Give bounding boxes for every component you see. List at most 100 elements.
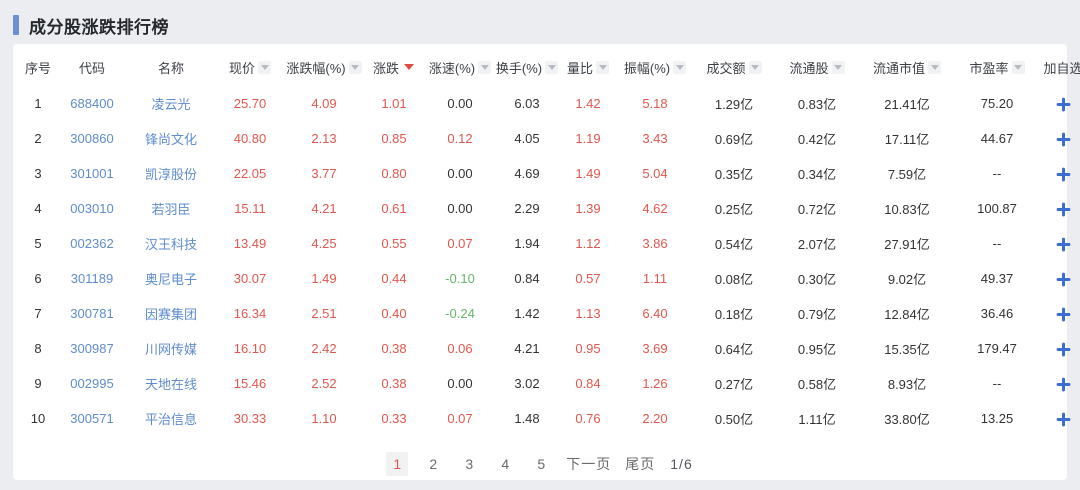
cell-change_pct: 1.10	[311, 411, 337, 426]
column-header-change[interactable]: 涨跌	[363, 48, 425, 86]
add-watchlist-button[interactable]	[1039, 226, 1080, 261]
cell-seq: 8	[34, 341, 42, 356]
cell-price: 40.80	[233, 131, 267, 146]
cell-change_pct: 3.77	[311, 166, 337, 181]
cell-code[interactable]: 002995	[70, 376, 114, 391]
column-label-turnover: 换手(%)	[495, 60, 543, 76]
cell-name[interactable]: 平治信息	[144, 412, 197, 427]
cell-code[interactable]: 002362	[70, 236, 114, 251]
column-header-seq: 序号	[19, 48, 57, 86]
cell-code[interactable]: 688400	[70, 96, 114, 111]
cell-float_shares: 2.07亿	[797, 237, 837, 252]
cell-speed: 0.07	[447, 236, 473, 251]
cell-code[interactable]: 300987	[70, 341, 114, 356]
cell-pe: --	[992, 376, 1002, 391]
cell-turnover: 3.02	[514, 376, 540, 391]
cell-float_shares: 0.95亿	[797, 342, 837, 357]
plus-icon	[1056, 132, 1070, 146]
cell-turnover: 1.94	[514, 236, 540, 251]
cell-name[interactable]: 若羽臣	[151, 202, 191, 217]
cell-amplitude: 2.20	[642, 411, 668, 426]
sort-icon[interactable]	[748, 60, 762, 74]
cell-float_shares: 0.79亿	[797, 307, 837, 322]
page-button[interactable]: 5	[537, 456, 546, 472]
column-header-amplitude[interactable]: 振幅(%)	[617, 48, 693, 86]
cell-change: 0.40	[381, 306, 407, 321]
sort-icon[interactable]	[831, 60, 845, 74]
column-label-seq: 序号	[24, 60, 51, 76]
cell-name[interactable]: 奥尼电子	[144, 272, 197, 287]
column-header-amount[interactable]: 成交额	[693, 48, 775, 86]
sort-icon[interactable]	[928, 60, 941, 74]
cell-name[interactable]: 汉王科技	[144, 237, 197, 252]
sort-icon[interactable]	[1011, 60, 1025, 74]
cell-code[interactable]: 301189	[70, 271, 114, 286]
plus-icon	[1056, 167, 1070, 181]
sort-desc-active-icon[interactable]	[402, 61, 415, 74]
page-indicator: 1/6	[670, 456, 693, 472]
cell-amount: 0.54亿	[714, 237, 754, 252]
sort-icon[interactable]	[348, 60, 362, 74]
add-watchlist-button[interactable]	[1039, 401, 1080, 436]
cell-price: 22.05	[233, 166, 267, 181]
add-watchlist-button[interactable]	[1039, 86, 1080, 121]
cell-speed: 0.00	[447, 96, 473, 111]
column-label-code: 代码	[78, 60, 105, 76]
add-watchlist-button[interactable]	[1039, 156, 1080, 191]
table-row: 1 688400 凌云光 25.70 4.09 1.01 0.00 6.03 1.42 5.18 1…	[19, 86, 1080, 121]
cell-name[interactable]: 川网传媒	[144, 342, 197, 357]
cell-change: 0.38	[381, 341, 407, 356]
cell-code[interactable]: 301001	[70, 166, 114, 181]
sort-icon[interactable]	[673, 60, 687, 74]
cell-name[interactable]: 天地在线	[144, 377, 197, 392]
cell-float_shares: 1.11亿	[798, 412, 836, 427]
triangle-down-icon	[480, 64, 489, 70]
column-header-float_cap[interactable]: 流通市值	[859, 48, 955, 86]
sort-icon[interactable]	[545, 60, 559, 74]
next-page-button[interactable]: 下一页	[566, 456, 612, 472]
add-watchlist-button[interactable]	[1039, 331, 1080, 366]
cell-price: 25.70	[233, 96, 267, 111]
cell-name[interactable]: 凯淳股份	[144, 167, 197, 182]
cell-volume_ratio: 1.19	[575, 131, 601, 146]
table-row: 7 300781 因赛集团 16.34 2.51 0.40 -0.24 1.42 1.13 6.4…	[19, 296, 1080, 331]
sort-icon[interactable]	[258, 60, 271, 74]
cell-code[interactable]: 003010	[70, 201, 114, 216]
triangle-down-icon	[675, 64, 684, 70]
cell-pe: 36.46	[980, 306, 1014, 321]
column-header-price[interactable]: 现价	[215, 48, 285, 86]
add-watchlist-button[interactable]	[1039, 261, 1080, 296]
sort-icon[interactable]	[478, 60, 492, 74]
column-header-turnover[interactable]: 换手(%)	[495, 48, 559, 86]
add-watchlist-button[interactable]	[1039, 121, 1080, 156]
last-page-button[interactable]: 尾页	[625, 456, 656, 472]
cell-pe: 179.47	[977, 341, 1017, 356]
sort-icon[interactable]	[596, 60, 609, 74]
add-watchlist-button[interactable]	[1039, 296, 1080, 331]
cell-code[interactable]: 300781	[70, 306, 114, 321]
add-watchlist-button[interactable]	[1039, 191, 1080, 226]
page-button[interactable]: 3	[465, 456, 474, 472]
cell-name[interactable]: 锋尚文化	[144, 132, 197, 147]
column-header-change_pct[interactable]: 涨跌幅(%)	[285, 48, 363, 86]
cell-volume_ratio: 0.76	[575, 411, 601, 426]
cell-volume_ratio: 1.49	[575, 166, 601, 181]
triangle-down-icon	[403, 64, 414, 70]
plus-icon	[1056, 412, 1070, 426]
add-watchlist-button[interactable]	[1039, 366, 1080, 401]
page-button[interactable]: 2	[429, 456, 438, 472]
column-header-volume_ratio[interactable]: 量比	[559, 48, 617, 86]
cell-code[interactable]: 300571	[70, 411, 114, 426]
column-header-float_shares[interactable]: 流通股	[775, 48, 859, 86]
triangle-down-icon	[930, 64, 939, 70]
page-button[interactable]: 4	[501, 456, 510, 472]
column-header-pe[interactable]: 市盈率	[955, 48, 1039, 86]
cell-name[interactable]: 凌云光	[151, 97, 191, 112]
cell-name[interactable]: 因赛集团	[144, 307, 197, 322]
cell-float_shares: 0.30亿	[797, 272, 837, 287]
page-button-current[interactable]: 1	[386, 452, 409, 476]
column-header-speed[interactable]: 涨速(%)	[425, 48, 495, 86]
cell-seq: 10	[30, 411, 46, 426]
cell-code[interactable]: 300860	[70, 131, 114, 146]
cell-change_pct: 4.21	[311, 201, 337, 216]
